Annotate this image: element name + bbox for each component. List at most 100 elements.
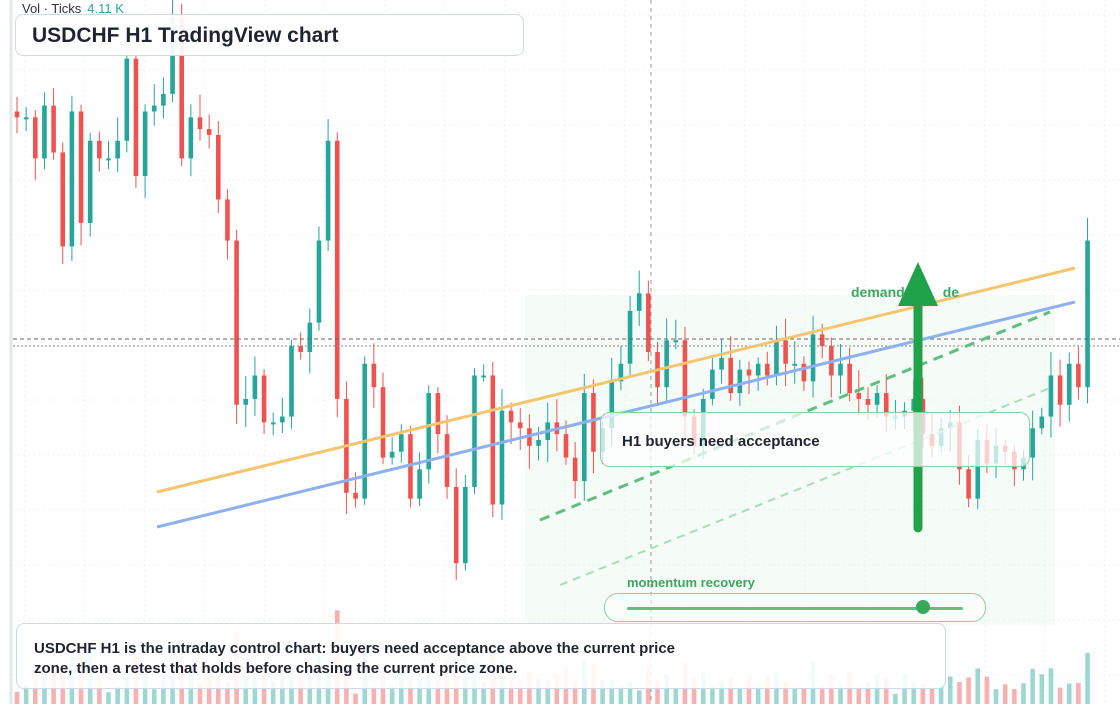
candle-body bbox=[874, 393, 880, 405]
volume-bar bbox=[517, 679, 523, 704]
volume-bar bbox=[874, 674, 880, 704]
volume-bar bbox=[408, 678, 413, 704]
candle-body bbox=[179, 17, 184, 159]
volume-bar bbox=[261, 675, 267, 704]
volume-bar bbox=[389, 686, 395, 704]
target-arrow-head bbox=[898, 262, 938, 306]
candle-body bbox=[307, 322, 313, 352]
candle-body bbox=[298, 346, 303, 352]
volume-bar bbox=[1048, 668, 1054, 704]
volume-bar bbox=[197, 683, 203, 704]
candle-body bbox=[225, 199, 230, 241]
volume-bar bbox=[536, 678, 541, 704]
volume-bar bbox=[865, 681, 871, 704]
volume-bar bbox=[975, 668, 981, 704]
candle-body bbox=[1076, 363, 1081, 388]
candle-body bbox=[838, 363, 843, 376]
candle-body bbox=[14, 111, 20, 118]
volume-bar bbox=[957, 682, 962, 704]
candle-body bbox=[1039, 416, 1045, 429]
volume-bar bbox=[481, 682, 486, 704]
candle-body bbox=[783, 340, 788, 364]
volume-bar bbox=[984, 676, 990, 704]
momentum-knob[interactable] bbox=[915, 600, 930, 614]
candle-body bbox=[97, 140, 102, 159]
momentum-slider[interactable] bbox=[604, 593, 986, 622]
candle-body bbox=[362, 363, 367, 499]
candle-body bbox=[426, 393, 432, 470]
candle-body bbox=[216, 134, 221, 200]
candle-body bbox=[755, 363, 761, 376]
candle-body bbox=[865, 398, 871, 405]
candle-body bbox=[472, 375, 477, 487]
candle-body bbox=[966, 469, 971, 499]
volume-bar bbox=[161, 676, 166, 704]
candle-body bbox=[710, 369, 715, 399]
volume-bar bbox=[627, 681, 633, 704]
candle-body bbox=[801, 363, 807, 382]
volume-bar bbox=[23, 684, 29, 704]
volume-bar bbox=[966, 677, 971, 704]
volume-bar bbox=[206, 675, 212, 704]
candle-body bbox=[664, 340, 669, 388]
volume-bar bbox=[920, 684, 926, 704]
volume-bar bbox=[609, 679, 615, 704]
candle-body bbox=[591, 393, 596, 452]
candle-body bbox=[517, 422, 523, 429]
candle-body bbox=[23, 117, 29, 120]
volume-bar bbox=[655, 679, 660, 704]
volume-bar bbox=[765, 676, 770, 704]
candle-body bbox=[481, 375, 486, 378]
bias-callout: H1 buyers need acceptance bbox=[600, 412, 1030, 467]
volume-bar bbox=[838, 686, 843, 704]
candle-body bbox=[646, 293, 651, 352]
volume-bar bbox=[948, 676, 953, 704]
volume-bar bbox=[14, 691, 20, 704]
volume-bar bbox=[636, 690, 642, 704]
candle-body bbox=[289, 346, 294, 417]
candle-body bbox=[792, 363, 798, 366]
volume-bar bbox=[911, 682, 916, 704]
candle-body bbox=[883, 393, 889, 417]
candle-body bbox=[106, 158, 111, 161]
volume-bar bbox=[1021, 683, 1026, 704]
momentum-label: momentum recovery bbox=[627, 575, 755, 590]
candle-body bbox=[719, 357, 724, 370]
candle-body bbox=[69, 111, 75, 247]
candle-body bbox=[609, 381, 615, 429]
candle-body bbox=[847, 363, 852, 394]
candle-body bbox=[563, 434, 569, 458]
candle-body bbox=[1085, 240, 1090, 388]
chart-title-card: USDCHF H1 TradingView chart bbox=[15, 14, 524, 56]
candle-body bbox=[353, 492, 358, 499]
volume-bar bbox=[801, 688, 807, 704]
volume-bar bbox=[728, 677, 733, 704]
candle-body bbox=[728, 357, 733, 394]
volume-bar bbox=[618, 686, 624, 704]
candle-body bbox=[87, 140, 93, 223]
candle-body bbox=[856, 393, 862, 399]
candle-body bbox=[774, 340, 779, 376]
candle-body bbox=[536, 440, 541, 446]
candle-body bbox=[334, 140, 340, 399]
volume-bar bbox=[1002, 684, 1008, 704]
volume-bar bbox=[572, 680, 578, 704]
candle-body bbox=[42, 105, 47, 159]
candle-body bbox=[819, 334, 825, 347]
chart-grid bbox=[9, 0, 1120, 704]
candle-body bbox=[1030, 428, 1035, 458]
candle-body bbox=[746, 369, 752, 376]
candle-body bbox=[371, 363, 377, 388]
candle-body bbox=[636, 293, 642, 311]
volume-bar bbox=[755, 686, 761, 704]
volume-bar bbox=[1076, 683, 1081, 704]
volume-bar bbox=[664, 674, 669, 704]
analysis-note-text: USDCHF H1 is the intraday control chart:… bbox=[34, 640, 676, 677]
candle-body bbox=[261, 375, 267, 423]
candle-body bbox=[234, 240, 239, 405]
candle-body bbox=[206, 129, 212, 135]
candle-body bbox=[399, 434, 404, 452]
volume-bar bbox=[1057, 687, 1063, 704]
volume-bar bbox=[270, 680, 276, 704]
volume-bar bbox=[225, 681, 230, 704]
